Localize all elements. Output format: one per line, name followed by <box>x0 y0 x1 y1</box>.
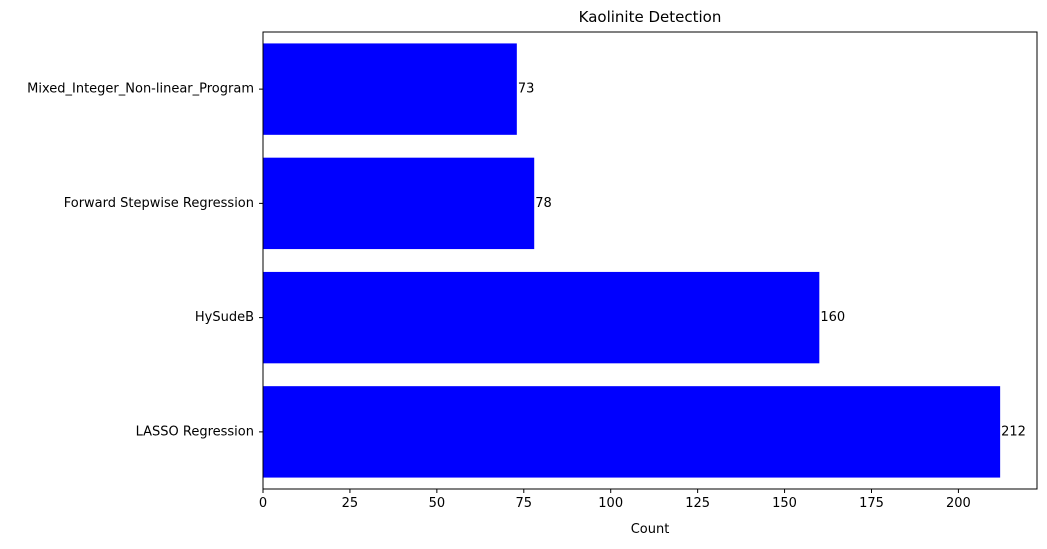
x-tick-label: 125 <box>685 496 710 511</box>
x-tick-label: 25 <box>342 496 359 511</box>
bar <box>263 43 517 135</box>
bar <box>263 157 535 250</box>
data-label: 73 <box>518 82 535 97</box>
x-axis-label: Count <box>631 522 670 537</box>
bar <box>263 386 1001 478</box>
x-tick-label: 75 <box>516 496 533 511</box>
chart-title: Kaolinite Detection <box>579 8 722 26</box>
plot-frame <box>262 31 1038 490</box>
x-tick-label: 100 <box>598 496 623 511</box>
data-label: 78 <box>535 196 552 211</box>
axes-layer <box>259 31 1038 493</box>
bar <box>263 271 820 364</box>
y-tick-label: LASSO Regression <box>136 424 254 439</box>
x-tick-label: 150 <box>772 496 797 511</box>
bars-layer <box>263 43 1001 478</box>
y-tick-label: HySudeB <box>195 310 254 325</box>
x-tick-label: 50 <box>429 496 446 511</box>
labels-layer: LASSO Regression 212 HySudeB 160 Forward Ste… <box>27 82 1026 511</box>
x-tick-label: 200 <box>946 496 971 511</box>
x-tick-label: 0 <box>259 496 267 511</box>
data-label: 160 <box>820 310 845 325</box>
data-label: 212 <box>1001 424 1026 439</box>
y-tick-label: Mixed_Integer_Non-linear_Program <box>27 82 254 97</box>
y-tick-label: Forward Stepwise Regression <box>64 196 254 211</box>
x-tick-label: 175 <box>859 496 884 511</box>
